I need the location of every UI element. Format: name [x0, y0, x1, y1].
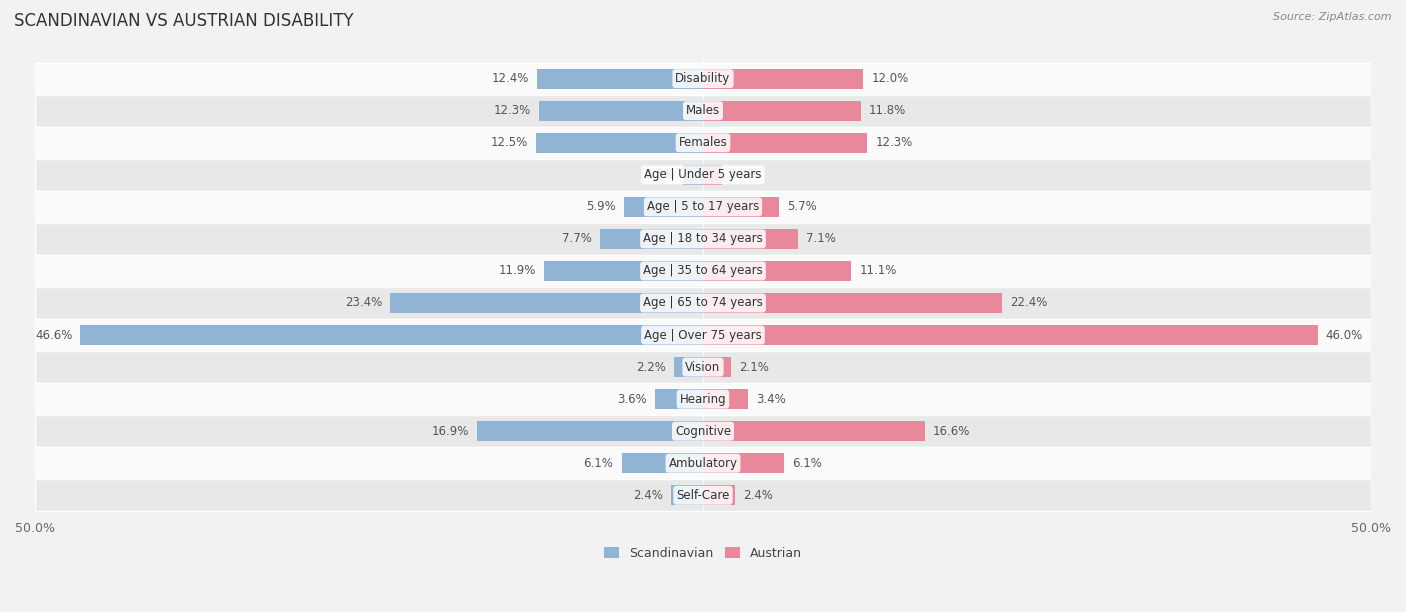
Bar — [538, 101, 703, 121]
Text: 3.4%: 3.4% — [756, 393, 786, 406]
Text: 46.0%: 46.0% — [1326, 329, 1362, 341]
Bar — [703, 165, 721, 185]
Bar — [35, 255, 1371, 287]
Text: 16.6%: 16.6% — [932, 425, 970, 438]
Text: Age | 35 to 64 years: Age | 35 to 64 years — [643, 264, 763, 277]
Bar — [35, 415, 1371, 447]
Bar — [35, 62, 1371, 95]
Bar — [35, 319, 1371, 351]
Bar — [703, 485, 735, 505]
Bar — [624, 197, 703, 217]
Text: 2.2%: 2.2% — [636, 360, 665, 373]
Text: Age | 5 to 17 years: Age | 5 to 17 years — [647, 200, 759, 214]
Text: 7.1%: 7.1% — [806, 233, 835, 245]
Bar — [703, 101, 860, 121]
Bar — [621, 453, 703, 473]
Text: 12.3%: 12.3% — [876, 136, 912, 149]
Bar — [600, 229, 703, 249]
Text: Age | Under 5 years: Age | Under 5 years — [644, 168, 762, 181]
Bar — [703, 69, 863, 89]
Text: Females: Females — [679, 136, 727, 149]
Bar — [703, 261, 851, 281]
Bar — [35, 95, 1371, 127]
Text: Disability: Disability — [675, 72, 731, 85]
Text: 3.6%: 3.6% — [617, 393, 647, 406]
Bar — [703, 133, 868, 153]
Bar — [35, 287, 1371, 319]
Text: 7.7%: 7.7% — [562, 233, 592, 245]
Bar — [703, 197, 779, 217]
Text: 5.7%: 5.7% — [787, 200, 817, 214]
Bar — [35, 159, 1371, 191]
Text: Hearing: Hearing — [679, 393, 727, 406]
Bar — [703, 293, 1002, 313]
Text: Cognitive: Cognitive — [675, 425, 731, 438]
Bar — [35, 351, 1371, 383]
Legend: Scandinavian, Austrian: Scandinavian, Austrian — [599, 542, 807, 565]
Bar — [703, 421, 925, 441]
Bar — [35, 223, 1371, 255]
Text: Males: Males — [686, 104, 720, 118]
Text: 6.1%: 6.1% — [793, 457, 823, 470]
Text: 2.1%: 2.1% — [740, 360, 769, 373]
Bar — [703, 389, 748, 409]
Bar — [703, 325, 1317, 345]
Text: Source: ZipAtlas.com: Source: ZipAtlas.com — [1274, 12, 1392, 22]
Text: 11.8%: 11.8% — [869, 104, 905, 118]
Text: Self-Care: Self-Care — [676, 489, 730, 502]
Bar — [391, 293, 703, 313]
Text: Age | 18 to 34 years: Age | 18 to 34 years — [643, 233, 763, 245]
Text: 6.1%: 6.1% — [583, 457, 613, 470]
Bar — [80, 325, 703, 345]
Text: 11.1%: 11.1% — [859, 264, 897, 277]
Bar — [536, 133, 703, 153]
Text: 22.4%: 22.4% — [1011, 296, 1047, 310]
Text: Ambulatory: Ambulatory — [668, 457, 738, 470]
Bar — [673, 357, 703, 377]
Text: 1.4%: 1.4% — [730, 168, 759, 181]
Text: 1.5%: 1.5% — [645, 168, 675, 181]
Text: Vision: Vision — [685, 360, 721, 373]
Bar — [35, 191, 1371, 223]
Text: 12.4%: 12.4% — [492, 72, 529, 85]
Bar — [703, 453, 785, 473]
Text: 2.4%: 2.4% — [744, 489, 773, 502]
Bar — [35, 127, 1371, 159]
Text: SCANDINAVIAN VS AUSTRIAN DISABILITY: SCANDINAVIAN VS AUSTRIAN DISABILITY — [14, 12, 354, 30]
Text: 12.3%: 12.3% — [494, 104, 530, 118]
Bar — [35, 479, 1371, 511]
Text: 23.4%: 23.4% — [344, 296, 382, 310]
Text: 46.6%: 46.6% — [35, 329, 72, 341]
Bar — [35, 447, 1371, 479]
Bar — [671, 485, 703, 505]
Text: 12.5%: 12.5% — [491, 136, 529, 149]
Bar — [35, 383, 1371, 415]
Bar — [655, 389, 703, 409]
Bar — [537, 69, 703, 89]
Text: 11.9%: 11.9% — [499, 264, 536, 277]
Bar — [703, 229, 797, 249]
Bar — [477, 421, 703, 441]
Text: 16.9%: 16.9% — [432, 425, 470, 438]
Text: 2.4%: 2.4% — [633, 489, 662, 502]
Text: 5.9%: 5.9% — [586, 200, 616, 214]
Bar — [703, 357, 731, 377]
Bar — [683, 165, 703, 185]
Text: Age | 65 to 74 years: Age | 65 to 74 years — [643, 296, 763, 310]
Text: 12.0%: 12.0% — [872, 72, 908, 85]
Text: Age | Over 75 years: Age | Over 75 years — [644, 329, 762, 341]
Bar — [544, 261, 703, 281]
